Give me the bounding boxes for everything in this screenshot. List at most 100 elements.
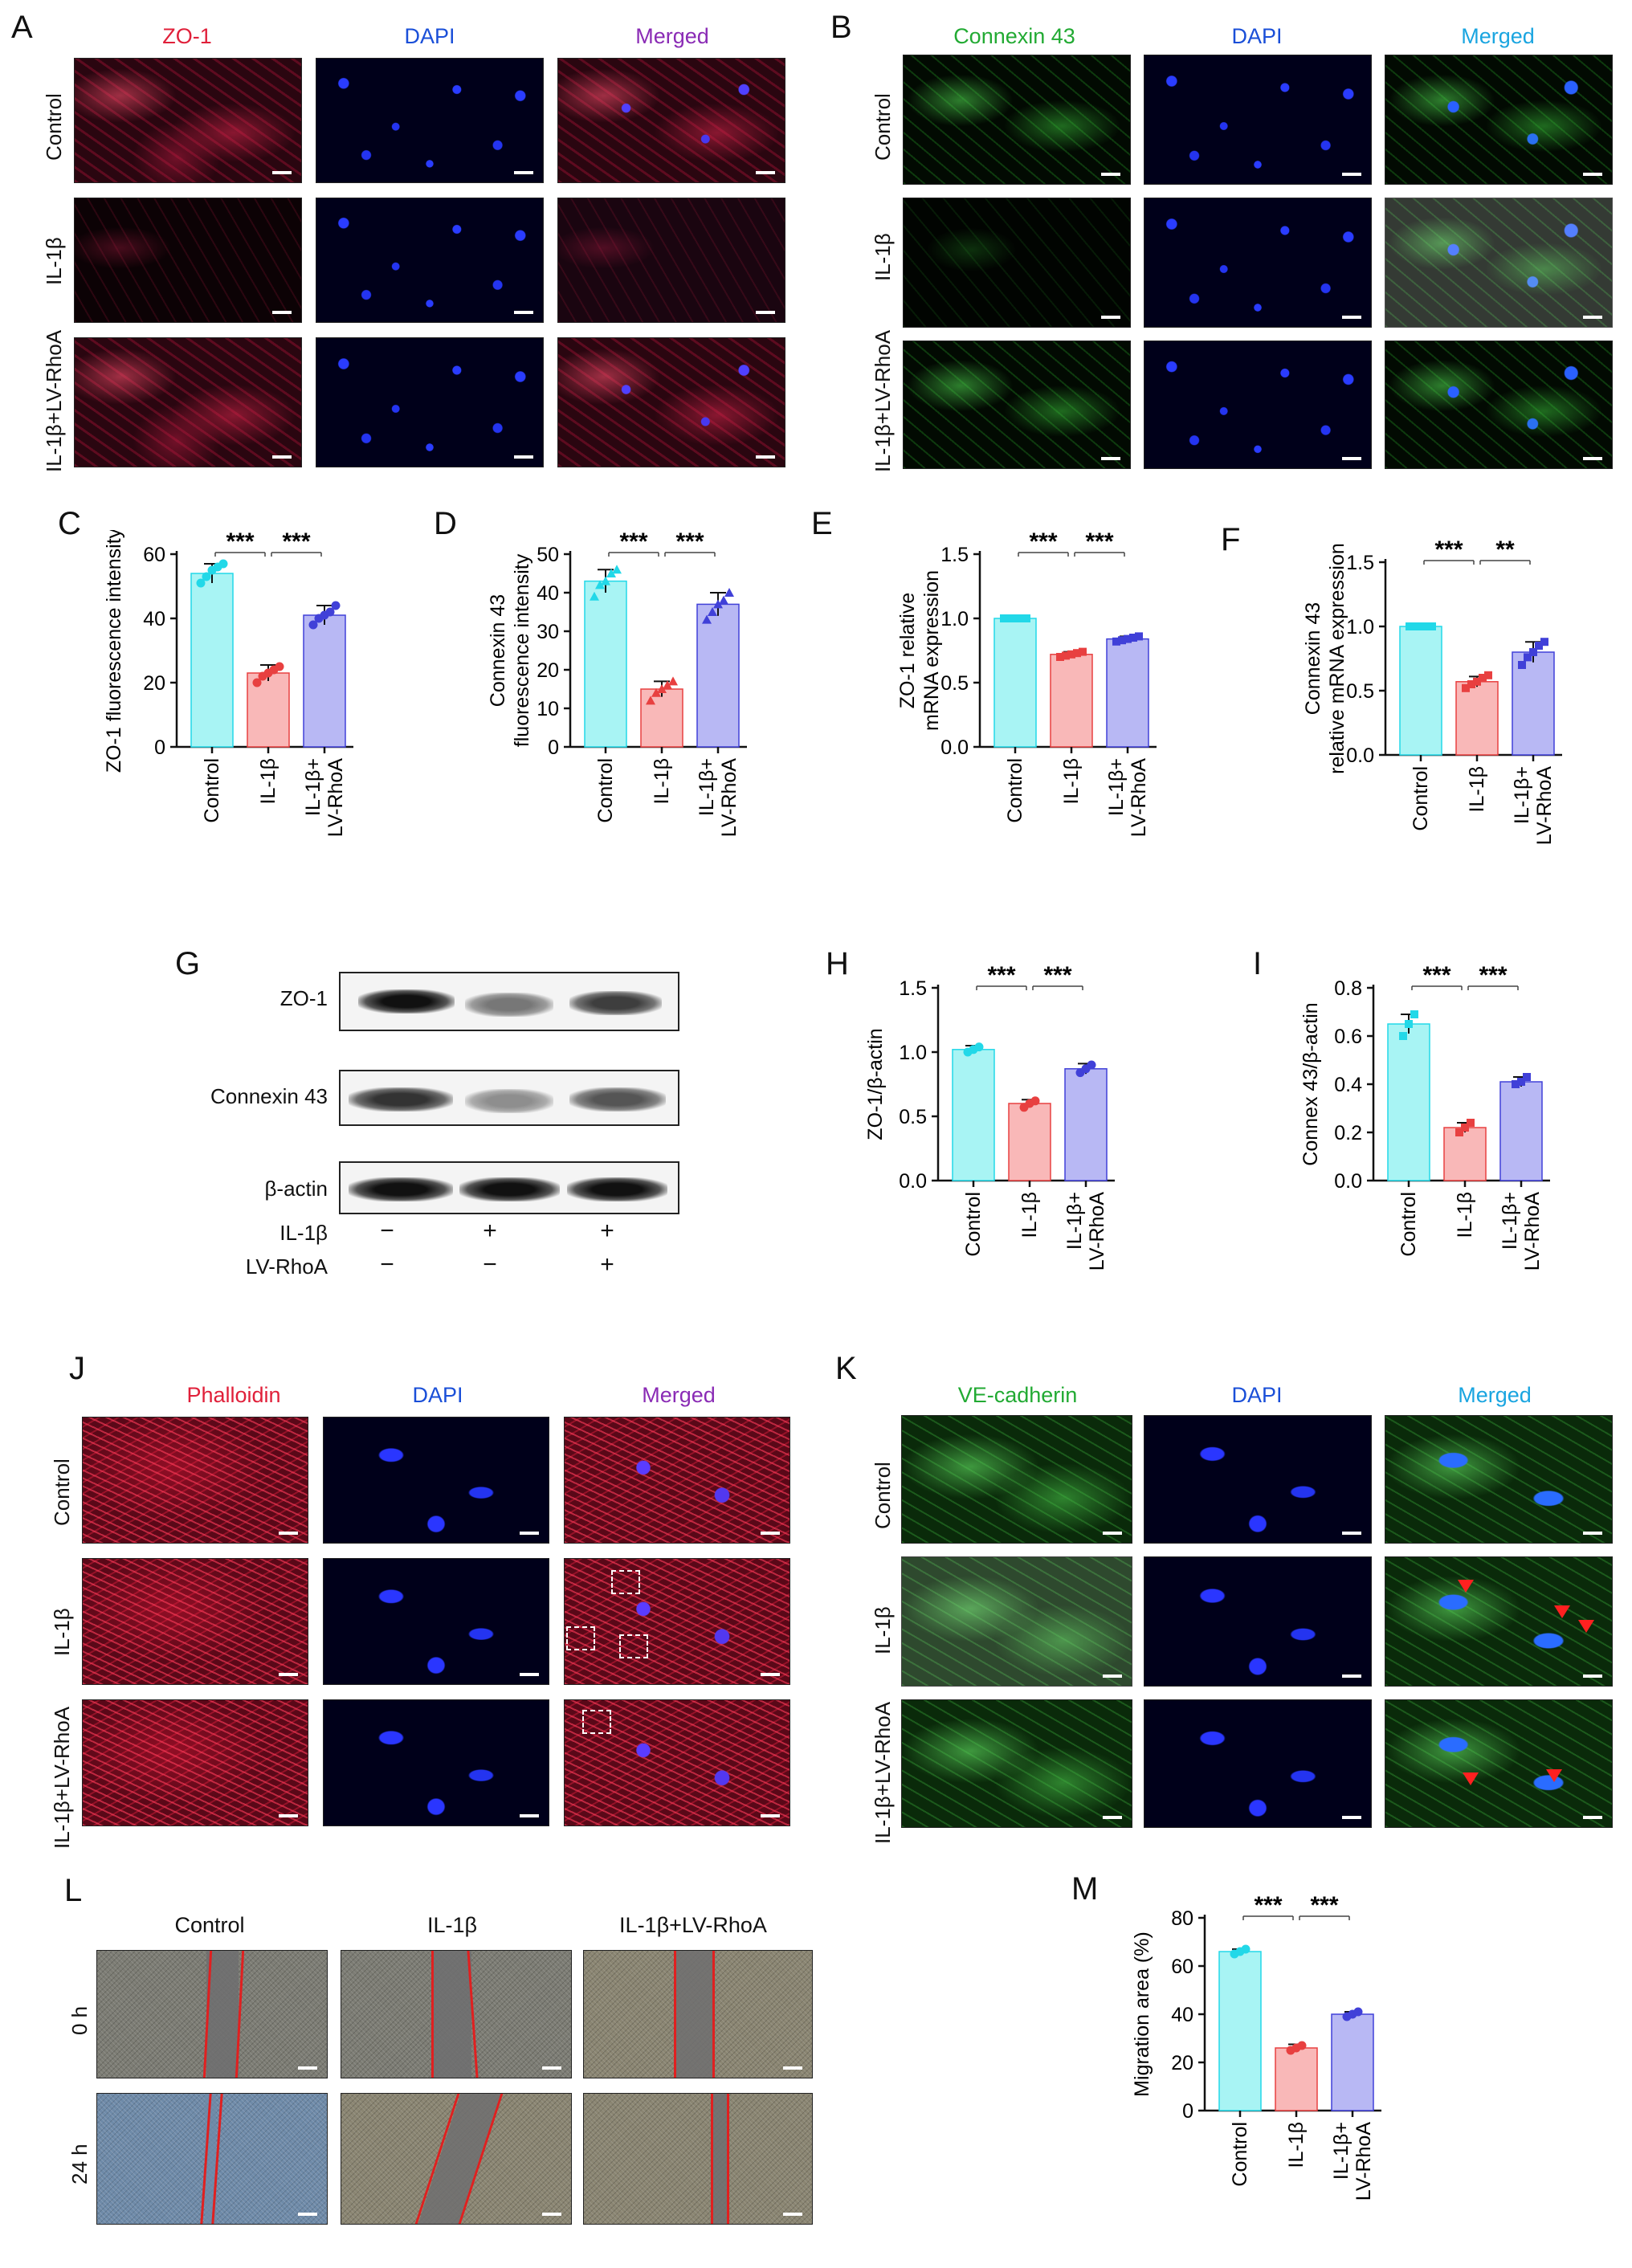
row-label: IL-1β+LV-RhoA — [871, 1701, 895, 1844]
data-point — [1535, 642, 1543, 650]
data-point — [657, 684, 667, 693]
micrograph — [74, 58, 302, 183]
bar — [1499, 1081, 1543, 1181]
row-label: IL-1β — [871, 233, 895, 281]
column-header: Phalloidin — [186, 1383, 281, 1407]
gap-marker — [619, 1634, 648, 1658]
y-tick-label: 60 — [1171, 1956, 1193, 1978]
y-axis-label: ZO-1 relative — [896, 593, 919, 708]
data-point — [1467, 680, 1475, 688]
blot-label: ZO-1 — [279, 986, 328, 1010]
column-header: IL-1β — [426, 1913, 478, 1937]
scratch-image — [96, 1950, 328, 2078]
chart-h: ZO-1/β-actin 0.0 0.5 1.0 1.5 Control IL-1β IL-1… — [864, 964, 1115, 1271]
x-tick-label: IL-1β — [1454, 1192, 1476, 1238]
bar — [1331, 2013, 1374, 2111]
data-point — [612, 565, 622, 574]
chart-d: Connexin 43 fluorescence intensity 0 10 20 30… — [487, 530, 747, 837]
column-header: Merged — [1461, 24, 1535, 48]
x-tick-label: IL-1β+ — [1330, 2122, 1353, 2180]
scratch-image — [583, 2093, 813, 2225]
micrograph — [903, 198, 1131, 328]
micrograph — [316, 337, 544, 467]
micrograph — [903, 55, 1131, 185]
data-point — [1461, 1124, 1469, 1132]
chart-i: Connex 43/β-actin 0.0 0.2 0.4 0.6 0.8 Control I… — [1299, 964, 1550, 1271]
chart-c: ZO-1 fluorescence intensity 0 20 40 60 Contro… — [103, 530, 353, 837]
y-tick-label: 50 — [537, 544, 559, 566]
data-point — [1073, 649, 1081, 658]
data-point — [1410, 1010, 1418, 1018]
data-point — [1512, 1080, 1520, 1088]
significance-label: *** — [282, 530, 310, 555]
micrograph — [82, 1699, 308, 1826]
data-point — [668, 676, 678, 686]
data-point — [1056, 653, 1064, 661]
data-point — [713, 599, 723, 609]
significance-label: *** — [619, 530, 647, 555]
micrograph — [323, 1558, 549, 1685]
micrograph — [323, 1417, 549, 1544]
bar — [640, 688, 683, 748]
data-point — [1030, 1096, 1040, 1106]
column-header: Merged — [635, 24, 709, 48]
y-tick-label: 1.0 — [899, 1042, 927, 1064]
data-point — [1428, 622, 1436, 630]
data-point — [646, 695, 655, 705]
micrograph — [1385, 198, 1613, 328]
arrow-icon — [1458, 1580, 1474, 1593]
y-axis-label: ZO-1/β-actin — [864, 1028, 887, 1140]
chart-e: ZO-1 relative mRNA expression 0.0 0.5 1.0 1.5… — [896, 530, 1157, 837]
data-point — [1006, 614, 1014, 622]
data-point — [1135, 632, 1143, 641]
micrograph — [1385, 1699, 1613, 1828]
micrograph — [1144, 198, 1372, 328]
y-tick-label: 1.5 — [899, 977, 927, 1000]
y-tick-label: 30 — [537, 621, 559, 643]
bar — [1399, 626, 1442, 756]
x-tick-label: LV-RhoA — [1086, 1192, 1108, 1271]
micrograph — [901, 1699, 1132, 1828]
data-point — [1022, 614, 1030, 622]
x-tick-label: LV-RhoA — [1533, 766, 1556, 846]
bar — [993, 618, 1037, 748]
data-point — [1000, 614, 1008, 622]
data-point — [1479, 674, 1487, 682]
micrograph — [1385, 341, 1613, 469]
micrograph — [557, 198, 785, 323]
y-axis-label: fluorescence intensity — [511, 553, 533, 747]
data-point — [325, 607, 335, 617]
column-header: DAPI — [412, 1383, 463, 1407]
x-tick-label: IL-1β+ — [302, 758, 324, 816]
y-tick-label: 1.5 — [940, 544, 969, 566]
data-point — [1079, 647, 1087, 656]
x-tick-label: Control — [594, 758, 617, 823]
y-axis-label: mRNA expression — [920, 570, 943, 731]
panel-letter: M — [1071, 1871, 1099, 1907]
micrograph — [557, 337, 785, 467]
row-label: IL-1β+LV-RhoA — [50, 1706, 74, 1849]
x-tick-label: IL-1β+ — [1511, 766, 1533, 824]
column-header: IL-1β+LV-RhoA — [619, 1913, 767, 1937]
data-point — [606, 569, 616, 577]
data-point — [1129, 634, 1137, 642]
significance-label: *** — [1310, 1894, 1338, 1919]
column-header: DAPI — [404, 24, 455, 48]
row-label: Control — [50, 1458, 74, 1526]
scratch-image — [583, 1950, 813, 2078]
micrograph — [74, 337, 302, 467]
column-header: Connexin 43 — [953, 24, 1075, 48]
significance-label: *** — [226, 530, 254, 555]
data-point — [1524, 653, 1532, 662]
micrograph — [903, 341, 1131, 469]
micrograph — [557, 58, 785, 183]
blot-label: Connexin 43 — [210, 1084, 328, 1108]
bar — [190, 573, 234, 748]
micrograph — [1385, 55, 1613, 185]
y-tick-label: 0.0 — [899, 1170, 927, 1193]
panel-letter: K — [835, 1351, 857, 1386]
data-point — [1062, 651, 1070, 660]
y-tick-label: 1.0 — [1346, 616, 1374, 638]
y-tick-label: 20 — [143, 672, 165, 695]
row-label: Control — [871, 1462, 895, 1529]
